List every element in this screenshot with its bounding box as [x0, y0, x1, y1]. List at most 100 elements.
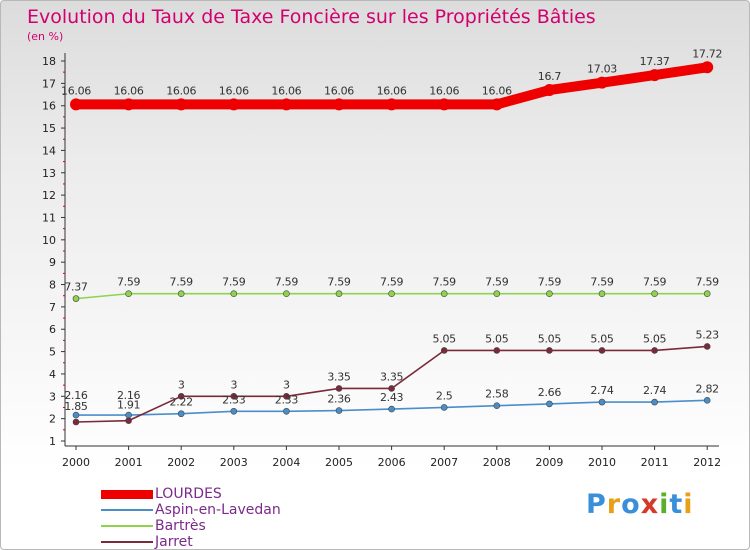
data-point	[72, 418, 80, 426]
y-tick-label: 9	[49, 256, 56, 269]
x-tick-label: 2010	[588, 456, 616, 469]
data-label: 2.16	[117, 389, 141, 402]
chart-title: Evolution du Taux de Taxe Foncière sur l…	[27, 6, 596, 28]
data-point	[440, 347, 448, 354]
y-tick-label: 5	[49, 346, 56, 359]
data-point	[230, 290, 238, 297]
data-point	[440, 404, 448, 411]
data-point	[335, 385, 343, 392]
data-point	[493, 347, 501, 354]
data-point	[493, 402, 501, 409]
data-point	[546, 400, 553, 408]
legend-item: Jarret	[101, 534, 281, 549]
data-label: 2.33	[275, 393, 299, 406]
data-label: 3	[283, 378, 290, 391]
data-point	[333, 98, 345, 111]
y-tick-label: 7	[49, 301, 56, 314]
data-label: 7.59	[538, 276, 562, 289]
data-point	[335, 290, 343, 297]
y-tick-label: 12	[42, 189, 56, 202]
data-label: 7.59	[696, 276, 720, 289]
data-label: 1.91	[117, 399, 140, 412]
data-point	[335, 407, 343, 414]
data-label: 17.03	[587, 63, 617, 76]
data-label: 3	[230, 378, 237, 391]
data-label: 5.05	[485, 332, 509, 345]
data-point	[493, 290, 501, 297]
y-tick-label: 16	[42, 100, 56, 113]
data-point	[177, 410, 185, 418]
data-point	[703, 290, 711, 297]
data-point	[125, 411, 132, 419]
data-label: 7.37	[64, 281, 88, 294]
x-tick-label: 2006	[378, 456, 406, 469]
data-point	[490, 98, 503, 111]
data-point	[280, 98, 293, 111]
data-label: 3.35	[327, 370, 351, 383]
data-point	[227, 98, 240, 111]
legend-swatch	[101, 525, 153, 527]
data-label: 7.59	[222, 276, 246, 289]
legend-swatch	[101, 509, 153, 511]
x-tick-label: 2012	[693, 456, 721, 469]
data-label: 16.06	[166, 84, 196, 97]
x-tick-label: 2002	[167, 456, 195, 469]
data-label: 16.7	[538, 70, 562, 83]
x-tick-label: 2011	[641, 456, 669, 469]
data-label: 16.06	[219, 84, 249, 97]
data-point	[283, 290, 290, 297]
data-point	[598, 398, 606, 406]
y-tick-label: 15	[42, 122, 56, 135]
data-label: 16.06	[61, 84, 91, 97]
data-label: 7.59	[380, 276, 404, 289]
data-label: 7.59	[590, 276, 614, 289]
data-label: 16.06	[429, 84, 459, 97]
legend-label: Bartrès	[155, 518, 206, 534]
chart-unit-label: (en %)	[27, 30, 64, 43]
data-label: 2.74	[590, 384, 614, 397]
data-point	[438, 98, 451, 111]
x-tick-label: 2004	[272, 456, 300, 469]
legend-item: Aspin-en-Lavedan	[101, 502, 281, 518]
data-label: 7.59	[170, 276, 194, 289]
data-label: 2.33	[222, 393, 246, 406]
legend-item: LOURDES	[101, 486, 281, 502]
data-point	[230, 392, 238, 400]
legend-swatch	[101, 541, 153, 543]
data-point	[283, 407, 290, 415]
data-point	[440, 290, 448, 297]
data-point	[596, 76, 608, 89]
data-label: 2.22	[170, 396, 193, 409]
y-tick-label: 11	[42, 211, 56, 224]
data-point	[385, 98, 398, 111]
y-tick-label: 14	[42, 144, 56, 157]
data-label: 7.59	[117, 276, 141, 289]
data-label: 7.59	[275, 276, 299, 289]
data-point	[72, 295, 80, 302]
data-label: 7.59	[643, 276, 667, 289]
data-label: 2.5	[436, 389, 453, 402]
x-tick-label: 2001	[115, 456, 143, 469]
data-label: 5.23	[696, 328, 720, 341]
x-tick-label: 2003	[220, 456, 248, 469]
data-point	[651, 398, 658, 406]
data-label: 5.05	[433, 332, 457, 345]
data-point	[175, 98, 188, 111]
logo-letter: x	[640, 489, 660, 520]
data-point	[72, 411, 80, 419]
data-point	[177, 392, 185, 400]
chart-legend: LOURDES Aspin-en-Lavedan Bartrès Jarret	[101, 486, 281, 549]
logo-letter: o	[621, 489, 641, 520]
data-point	[648, 69, 661, 82]
data-label: 5.05	[643, 332, 667, 345]
x-tick-label: 2009	[535, 456, 563, 469]
data-point	[388, 405, 395, 413]
data-point	[230, 407, 238, 415]
data-label: 17.72	[692, 47, 722, 60]
data-point	[177, 290, 185, 297]
x-tick-label: 2007	[430, 456, 458, 469]
data-point	[388, 385, 395, 392]
data-point	[283, 392, 290, 400]
